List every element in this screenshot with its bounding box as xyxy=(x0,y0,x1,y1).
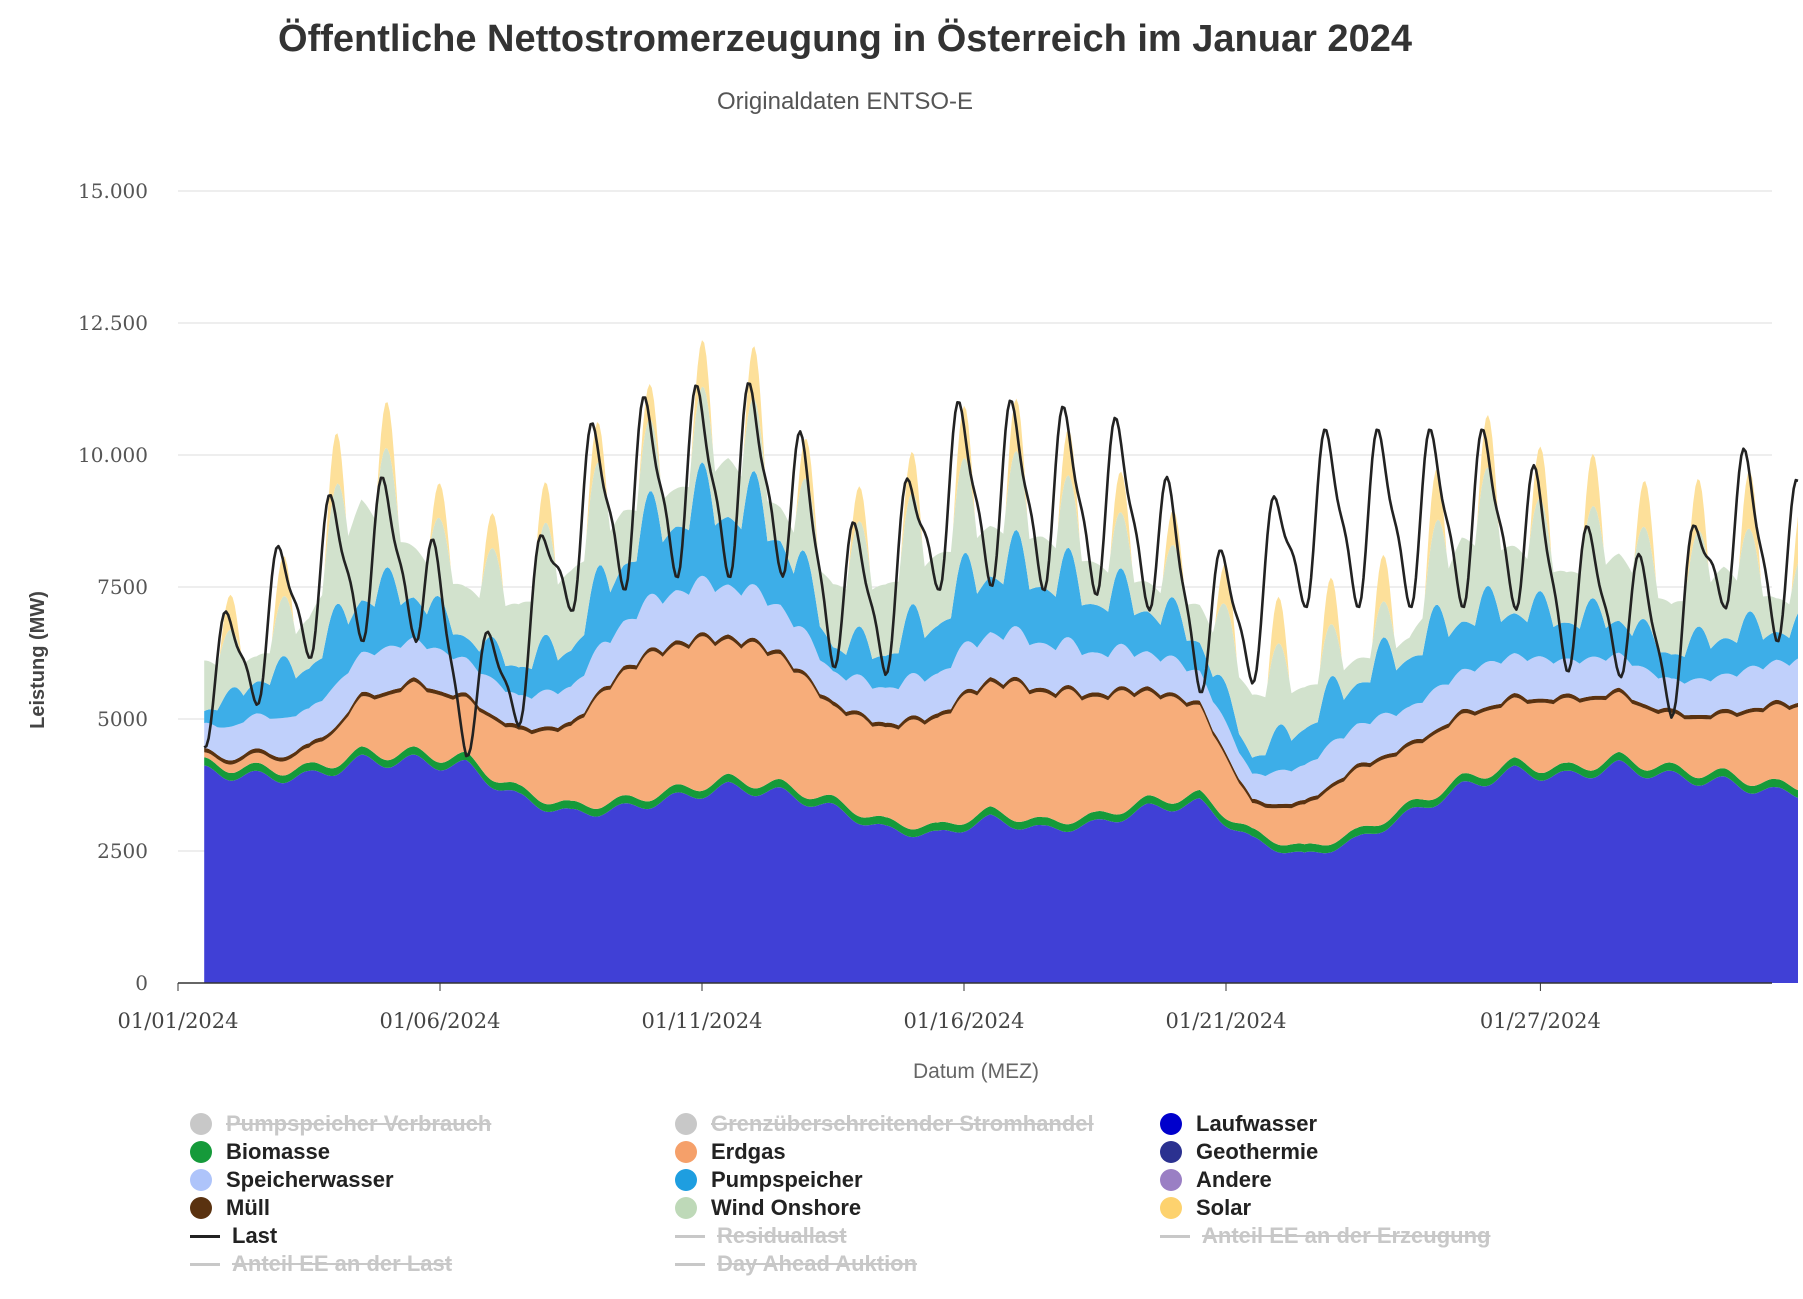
legend-line-icon xyxy=(675,1262,705,1266)
stacked-areas xyxy=(204,340,1799,983)
y-tick-label: 0 xyxy=(135,971,148,995)
legend-item-grenz-berschreitender-stromhandel[interactable]: Grenzüberschreitender Stromhandel xyxy=(675,1110,1094,1138)
legend-item-wind-onshore[interactable]: Wind Onshore xyxy=(675,1194,861,1222)
legend-item-label: Pumpspeicher Verbrauch xyxy=(226,1111,492,1136)
legend-item-label: Day Ahead Auktion xyxy=(717,1251,918,1276)
legend-circle-icon xyxy=(675,1141,697,1163)
legend-circle-icon xyxy=(190,1141,212,1163)
area-pumpspeicher xyxy=(204,462,1799,777)
x-tick-label: 01/27/2024 xyxy=(1480,1009,1601,1033)
legend-item-label: Laufwasser xyxy=(1196,1111,1318,1136)
chart-area: 0 2500 5000 7500 10.000 12.500 15.000 01/01/202… xyxy=(27,179,1799,1083)
legend-circle-icon xyxy=(190,1169,212,1191)
axes: 0 2500 5000 7500 10.000 12.500 15.000 01/01/202… xyxy=(78,179,1772,1033)
legend-item-biomasse[interactable]: Biomasse xyxy=(190,1138,330,1166)
legend-item-label: Andere xyxy=(1196,1167,1272,1192)
legend-item-solar[interactable]: Solar xyxy=(1160,1194,1251,1222)
legend-item-label: Solar xyxy=(1196,1195,1252,1220)
legend-circle-icon xyxy=(190,1113,212,1135)
legend-item-last[interactable]: Last xyxy=(190,1222,277,1250)
legend-line-icon xyxy=(190,1262,220,1266)
y-axis-label: Leistung (MW) xyxy=(27,591,49,729)
y-tick-label: 5000 xyxy=(97,707,148,731)
y-tick-label: 12.500 xyxy=(78,311,148,335)
legend-line-icon xyxy=(675,1234,705,1238)
legend-circle-icon xyxy=(675,1197,697,1219)
y-tick-label: 15.000 xyxy=(78,179,148,203)
legend-item-anteil-ee-an-der-last[interactable]: Anteil EE an der Last xyxy=(190,1250,452,1278)
chart-subtitle: Originaldaten ENTSO-E xyxy=(716,88,974,115)
legend-item-label: Last xyxy=(232,1223,278,1248)
legend-circle-icon xyxy=(1160,1141,1182,1163)
legend-item-label: Residuallast xyxy=(717,1223,847,1248)
chart-title: Öffentliche Nettostromerzeugung in Öster… xyxy=(278,18,1412,60)
legend-circle-icon xyxy=(1160,1169,1182,1191)
y-tick-label: 10.000 xyxy=(78,443,148,467)
legend-item-geothermie[interactable]: Geothermie xyxy=(1160,1138,1318,1166)
x-tick-label: 01/01/2024 xyxy=(117,1009,238,1033)
legend-item-pumpspeicher[interactable]: Pumpspeicher xyxy=(675,1166,863,1194)
legend-item-label: Geothermie xyxy=(1196,1139,1319,1164)
legend-item-speicherwasser[interactable]: Speicherwasser xyxy=(190,1166,394,1194)
legend-item-label: Speicherwasser xyxy=(226,1167,394,1192)
legend-line-icon xyxy=(190,1234,220,1238)
legend-circle-icon xyxy=(1160,1197,1182,1219)
legend-circle-icon xyxy=(1160,1113,1182,1135)
legend-item-erdgas[interactable]: Erdgas xyxy=(675,1138,786,1166)
legend-item-label: Wind Onshore xyxy=(711,1195,862,1220)
x-tick-label: 01/16/2024 xyxy=(903,1009,1024,1033)
y-tick-label: 7500 xyxy=(97,575,148,599)
legend-item-label: Müll xyxy=(226,1195,270,1220)
legend-circle-icon xyxy=(675,1169,697,1191)
legend-item-residuallast[interactable]: Residuallast xyxy=(675,1222,847,1250)
legend-item-day-ahead-auktion[interactable]: Day Ahead Auktion xyxy=(675,1250,917,1278)
legend-circle-icon xyxy=(190,1197,212,1219)
load-line-group xyxy=(203,382,1799,758)
legend-item-laufwasser[interactable]: Laufwasser xyxy=(1160,1110,1317,1138)
area-erdgas xyxy=(204,636,1799,846)
legend-item-label: Pumpspeicher xyxy=(711,1167,863,1192)
legend-item-label: Biomasse xyxy=(226,1139,330,1164)
area-speicherwasser xyxy=(204,575,1799,805)
x-tick-label: 01/11/2024 xyxy=(641,1009,762,1033)
legend-line-icon xyxy=(1160,1234,1190,1238)
legend-item-andere[interactable]: Andere xyxy=(1160,1166,1272,1194)
x-tick-label: 01/21/2024 xyxy=(1165,1009,1286,1033)
legend-item-label: Grenzüberschreitender Stromhandel xyxy=(711,1111,1094,1136)
series-line-last xyxy=(203,382,1799,758)
legend-item-label: Anteil EE an der Erzeugung xyxy=(1202,1223,1491,1248)
legend-item-label: Anteil EE an der Last xyxy=(232,1251,453,1276)
legend-item-anteil-ee-an-der-erzeugung[interactable]: Anteil EE an der Erzeugung xyxy=(1160,1222,1490,1250)
legend-circle-icon xyxy=(675,1113,697,1135)
legend-item-pumpspeicher-verbrauch[interactable]: Pumpspeicher Verbrauch xyxy=(190,1110,491,1138)
legend-item-m-ll[interactable]: Müll xyxy=(190,1194,270,1222)
x-tick-label: 01/06/2024 xyxy=(379,1009,500,1033)
legend-item-label: Erdgas xyxy=(711,1139,786,1164)
y-tick-label: 2500 xyxy=(97,839,148,863)
area-laufwasser xyxy=(204,754,1799,983)
x-axis-label: Datum (MEZ) xyxy=(913,1060,1039,1083)
